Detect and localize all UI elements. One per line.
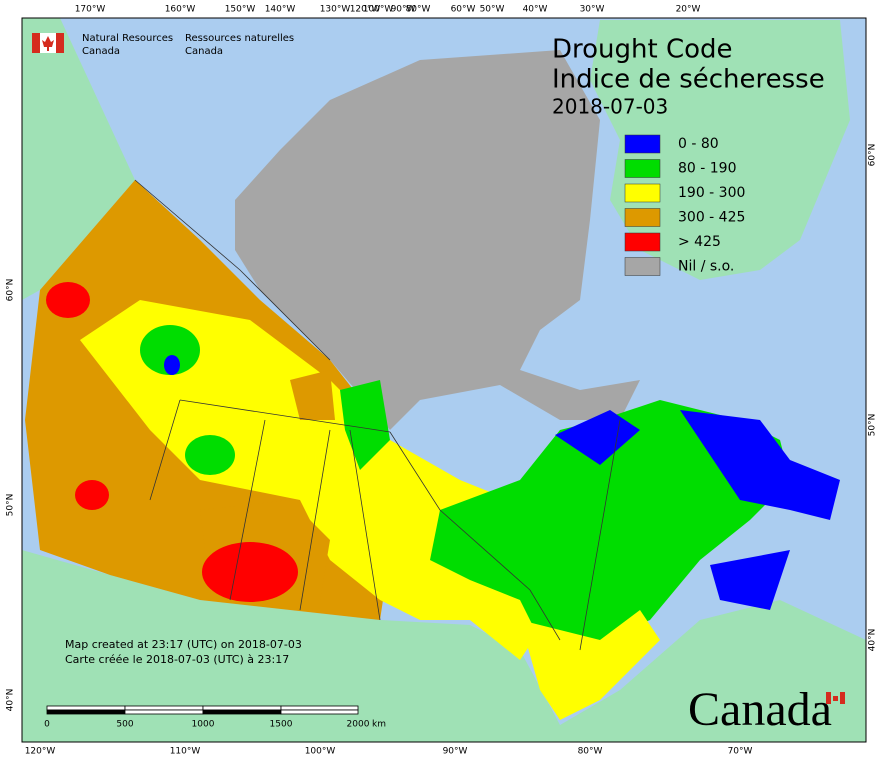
drought-region [46,282,90,318]
graticule-label: 160°W [165,5,196,15]
legend-label: 300 - 425 [678,210,745,226]
legend-label: 190 - 300 [678,185,745,201]
legend-label: Nil / s.o. [678,259,734,275]
no-data-region [235,50,640,430]
agency-signature: Natural Resources Canada Ressources natu… [32,33,294,57]
graticule-label: 100°W [363,5,394,15]
graticule-label: 110°W [170,747,201,757]
scale-segment [280,705,359,711]
graticule-label: 70°W [728,747,753,757]
graticule-label: 50°N [6,494,16,517]
scale-segment [202,709,282,715]
graticule-label: 120°W [25,747,56,757]
scale-segment [46,705,126,711]
legend: 0 - 80 80 - 190 190 - 300 300 - 425 > 425 Nil… [624,134,745,276]
agency-name: Natural Resources [82,33,173,44]
flag-bar [32,33,40,53]
wordmark: Canada [688,683,832,736]
graticule-label: 90°W [443,747,468,757]
graticule-label: 80°W [578,747,603,757]
drought-region [202,542,298,602]
scale-label: 2000 [347,720,370,730]
scale-segment [124,705,204,711]
flag-bar [56,33,64,53]
legend-swatch [624,183,661,203]
drought-region [680,410,840,520]
graticule-label: 150°W [225,5,256,15]
graticule-label: 130°W [320,5,351,15]
scale-segment [280,709,359,715]
drought-region [430,400,790,650]
graticule-label: 60°N [6,279,16,302]
legend-swatch [624,232,661,252]
scale-label: 0 [44,720,50,730]
graticule-label: 120°W [350,5,381,15]
legend-swatch [624,134,661,154]
drought-region [80,300,560,660]
flag-bar [840,692,845,704]
legend-swatch [624,159,661,178]
graticule-label: 100°W [305,747,336,757]
drought-region [710,550,790,610]
graticule-label: 50°N [868,414,878,437]
graticule-label: 60°N [868,144,878,167]
drought-region [555,410,640,465]
agency-name: Canada [185,46,223,57]
scale-segment [124,709,204,715]
province-borders [134,179,621,651]
drought-region [164,355,180,375]
scale-unit: km [372,720,386,730]
graticule-label: 90°W [391,5,416,15]
legend-swatch [624,208,661,227]
maple-leaf [42,36,54,51]
alaska [22,18,135,300]
legend-label: 80 - 190 [678,161,737,177]
maple-leaf [833,696,838,701]
drought-region [185,435,235,475]
drought-region [140,325,200,375]
scale-bar: 0 500 1000 1500 2000 km [44,705,386,730]
legend-label: 0 - 80 [678,136,719,152]
drought-region [290,370,335,420]
scale-label: 500 [116,720,133,730]
drought-region [520,610,660,720]
graticule-labels: 170°W 160°W 150°W 140°W 130°W 120°W100°W90°W8… [6,5,878,757]
scale-segment [46,709,126,715]
flag-bar [826,692,831,704]
scale-segment [202,705,282,711]
graticule-label: 40°W [523,5,548,15]
graticule-label: 60°W [451,5,476,15]
graticule-label: 50°W [480,5,505,15]
agency-name: Ressources naturelles [185,33,294,44]
graticule-label: 30°W [580,5,605,15]
credit: Carte créée le 2018-07-03 (UTC) à 23:17 [65,653,289,666]
graticule-label: 40°N [868,629,878,652]
credit: Map created at 23:17 (UTC) on 2018-07-03 [65,638,302,651]
graticule-label: 170°W [75,5,106,15]
graticule-label: 140°W [265,5,296,15]
title: Drought Code [552,35,733,65]
graticule-label: 40°N [6,689,16,712]
graticule-label: 80°W [406,5,431,15]
map-border [21,17,867,743]
graticule-label: 20°W [676,5,701,15]
map-frame [22,18,866,742]
title: Indice de sécheresse [552,65,825,95]
legend-swatch [624,257,661,276]
united-states [22,550,866,742]
date: 2018-07-03 [552,95,668,119]
scale-label: 1500 [270,720,293,730]
drought-region [75,480,109,510]
scale-label: 1000 [192,720,215,730]
wordmark-flag [826,692,845,704]
agency-name: Canada [82,46,120,57]
legend-label: > 425 [678,234,721,250]
